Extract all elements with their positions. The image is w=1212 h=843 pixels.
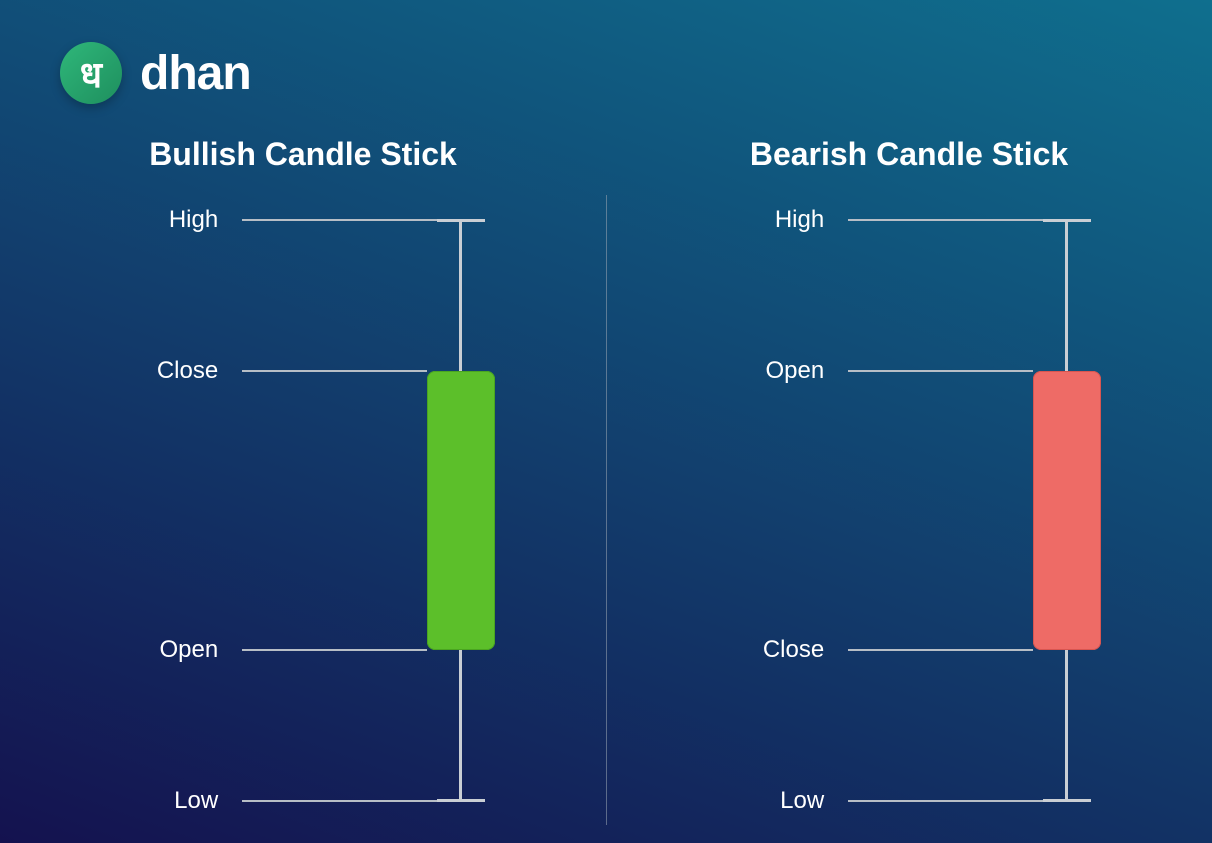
candle-leader-top <box>848 370 1032 372</box>
candle-leader-top <box>242 370 426 372</box>
candle-bullish: High Close Open Low <box>0 208 606 813</box>
candle-leader-low <box>242 800 436 802</box>
candle-cap-low <box>437 799 485 802</box>
candle-leader-bottom <box>848 649 1032 651</box>
brand-name: dhan <box>140 46 251 101</box>
candle-leader-bottom <box>242 649 426 651</box>
panel-bearish: Bearish Candle Stick High Open Close Low <box>606 128 1212 843</box>
candle-body <box>1033 371 1101 649</box>
candle-label-high: High <box>169 206 218 234</box>
candle-leader-high <box>848 219 1042 221</box>
candle-leader-low <box>848 800 1042 802</box>
panel-title-bearish: Bearish Candle Stick <box>606 136 1212 173</box>
candle-label-high: High <box>775 206 824 234</box>
candle-label-top: Open <box>765 357 824 385</box>
brand-logo: ध dhan <box>60 42 251 104</box>
brand-glyph: ध <box>80 49 102 98</box>
candle-leader-high <box>242 219 436 221</box>
candle-body <box>427 371 495 649</box>
candle-label-bottom: Close <box>763 636 824 664</box>
candle-cap-high <box>437 219 485 222</box>
candle-label-top: Close <box>157 357 218 385</box>
candle-cap-low <box>1043 799 1091 802</box>
candle-label-low: Low <box>174 787 218 815</box>
brand-logo-circle: ध <box>60 42 122 104</box>
center-divider <box>606 195 607 825</box>
candle-label-bottom: Open <box>159 636 218 664</box>
candle-cap-high <box>1043 219 1091 222</box>
panel-bullish: Bullish Candle Stick High Close Open Low <box>0 128 606 843</box>
panel-title-bullish: Bullish Candle Stick <box>0 136 606 173</box>
candle-label-low: Low <box>780 787 824 815</box>
candle-bearish: High Open Close Low <box>606 208 1212 813</box>
